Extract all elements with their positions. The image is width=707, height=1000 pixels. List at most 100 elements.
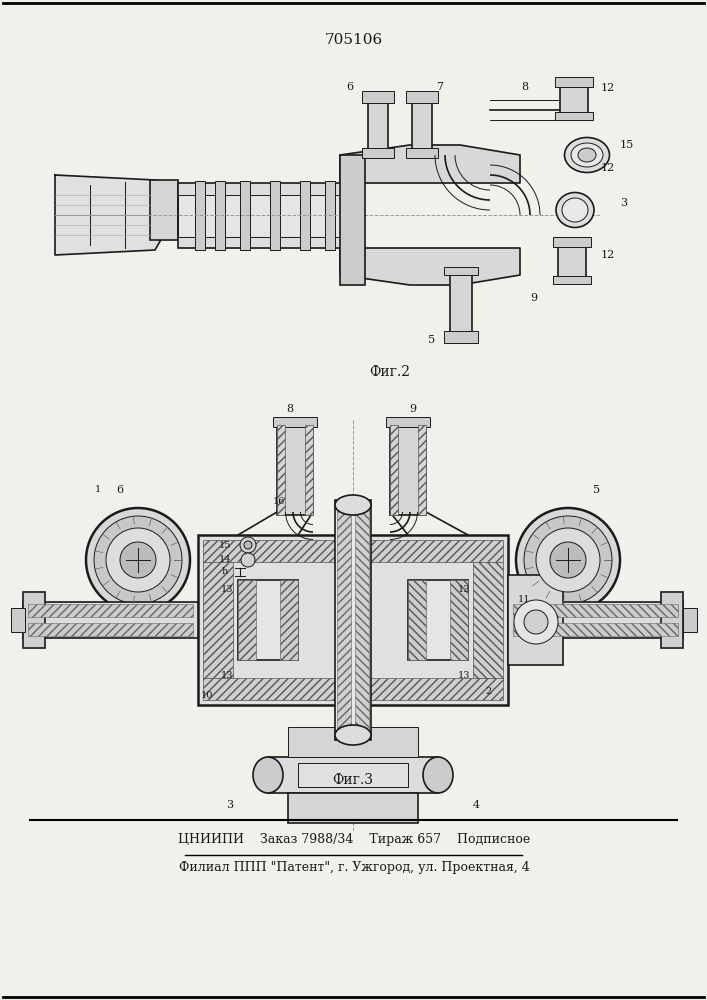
Text: Филиал ППП "Патент", г. Ужгород, ул. Проектная, 4: Филиал ППП "Патент", г. Ужгород, ул. Про… [179,861,530,874]
Text: 13: 13 [221,670,233,680]
Polygon shape [55,175,175,255]
Bar [238,580,298,660]
Ellipse shape [562,198,588,222]
Text: 1: 1 [95,486,101,494]
Bar [325,181,335,250]
Bar [444,267,478,275]
Bar [28,604,193,617]
Bar [558,240,586,280]
Bar [408,580,426,660]
Circle shape [94,516,182,604]
Bar [412,95,432,150]
Bar [178,183,345,248]
Text: 15: 15 [620,140,634,150]
Text: 2: 2 [485,688,491,696]
Circle shape [524,610,548,634]
Bar [23,602,198,638]
Bar [340,155,365,285]
Polygon shape [340,145,520,183]
Bar [11,608,25,632]
Text: 15: 15 [218,540,231,550]
Bar [288,727,418,757]
Circle shape [514,600,558,644]
Bar [178,195,345,237]
Circle shape [516,508,620,612]
Bar [368,95,388,150]
Bar [270,181,280,250]
Circle shape [536,528,600,592]
Bar [203,562,233,678]
Bar [238,580,256,660]
Bar [386,417,430,427]
Bar [277,425,285,515]
Circle shape [244,541,252,549]
Bar [362,148,394,158]
Text: 13: 13 [458,670,470,680]
Text: 16: 16 [273,497,285,506]
Text: h: h [222,568,228,576]
Bar [418,425,426,515]
Ellipse shape [556,192,594,228]
Text: 12: 12 [601,250,615,260]
Ellipse shape [423,757,453,793]
Bar [355,502,369,738]
Circle shape [241,553,255,567]
Bar [337,502,351,738]
Bar [215,181,225,250]
Bar [198,535,508,705]
Bar [406,91,438,103]
Bar [508,575,563,665]
Bar [305,425,313,515]
Bar [450,580,468,660]
Bar [513,623,678,636]
Text: ЦНИИПИ    Заказ 7988/34    Тираж 657    Подписное: ЦНИИПИ Заказ 7988/34 Тираж 657 Подписное [178,834,530,846]
Text: 5: 5 [593,485,600,495]
Bar [298,763,408,787]
Bar [555,112,593,120]
Bar [555,77,593,87]
Bar [390,425,426,515]
Bar [390,425,398,515]
Text: 13: 13 [458,585,470,594]
Bar [513,604,678,617]
Text: 705106: 705106 [325,33,383,47]
Ellipse shape [253,757,283,793]
Ellipse shape [571,143,603,167]
Text: 5: 5 [428,335,435,345]
Text: 12: 12 [601,83,615,93]
Bar [23,592,45,648]
Bar [280,580,298,660]
Circle shape [86,508,190,612]
Polygon shape [340,248,520,285]
Text: 9: 9 [530,293,537,303]
Text: 8: 8 [522,82,529,92]
Circle shape [550,542,586,578]
Bar [508,602,683,638]
Bar [444,331,478,343]
Circle shape [106,528,170,592]
Text: 11: 11 [518,595,530,604]
Text: 13: 13 [221,585,233,594]
Text: 7: 7 [436,82,443,92]
Bar [683,608,697,632]
Bar [408,580,468,660]
Text: 8: 8 [286,404,293,414]
Bar [362,91,394,103]
Circle shape [524,516,612,604]
Bar [450,270,472,335]
Ellipse shape [335,725,371,745]
Text: 14: 14 [218,556,231,564]
Ellipse shape [564,137,609,172]
Bar [560,80,588,115]
Circle shape [120,542,156,578]
Bar [553,276,591,284]
Bar [473,562,503,678]
Circle shape [240,537,256,553]
Ellipse shape [335,495,371,515]
Bar [406,148,438,158]
Bar [553,237,591,247]
Bar [661,592,683,648]
Bar [240,181,250,250]
Text: 3: 3 [226,800,233,810]
Text: Фиг.2: Фиг.2 [370,365,411,379]
